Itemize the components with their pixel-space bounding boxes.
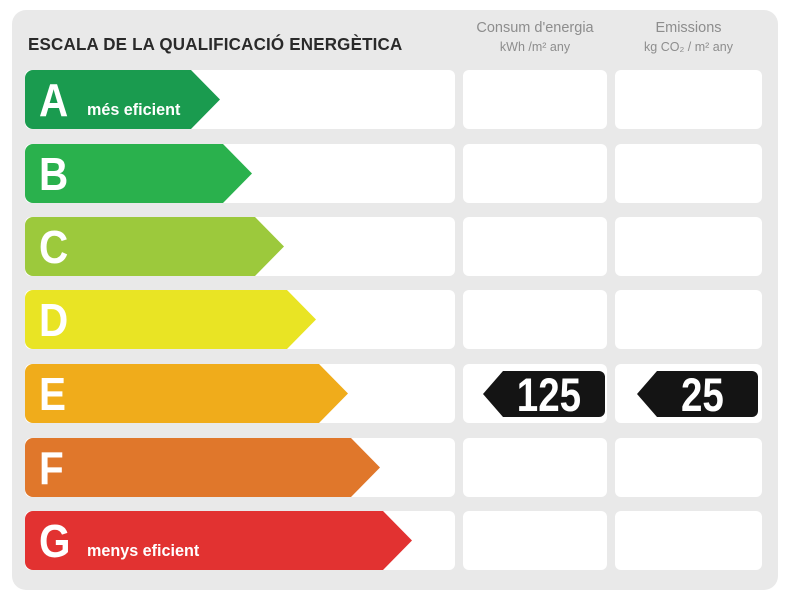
grade-arrow-f: F [25, 438, 380, 497]
rating-row-a: A més eficient [12, 70, 778, 129]
page-title: ESCALA DE LA QUALIFICACIÓ ENERGÈTICA [28, 34, 403, 54]
consumption-cell [463, 70, 607, 129]
grade-arrow-b: B [25, 144, 252, 203]
grade-arrow-g: G menys eficient [25, 511, 412, 570]
emissions-cell [615, 217, 762, 276]
rating-row-f: F [12, 438, 778, 497]
grade-letter: G [39, 515, 71, 567]
rating-row-c: C [12, 217, 778, 276]
emissions-value: 25 [680, 368, 724, 421]
grade-letter: F [39, 442, 64, 494]
consumption-cell [463, 144, 607, 203]
consumption-cell [463, 438, 607, 497]
grade-letter: E [39, 368, 67, 420]
emissions-cell [615, 511, 762, 570]
efficiency-note-most: més eficient [87, 100, 181, 119]
emissions-column-label: Emissions [655, 20, 722, 36]
emissions-column-header: Emissions kg CO₂ / m² any [615, 20, 762, 54]
grade-letter: C [39, 221, 69, 273]
emissions-cell [615, 144, 762, 203]
energy-rating-panel: ESCALA DE LA QUALIFICACIÓ ENERGÈTICA Con… [12, 10, 778, 590]
emissions-cell [615, 438, 762, 497]
rating-row-b: B [12, 144, 778, 203]
grade-letter: A [39, 74, 69, 126]
consumption-cell [463, 217, 607, 276]
rating-row-g: G menys eficient [12, 511, 778, 570]
emissions-cell [615, 290, 762, 349]
consumption-column-unit: kWh /m² any [499, 40, 571, 54]
consumption-cell [463, 511, 607, 570]
rating-row-d: D [12, 290, 778, 349]
grade-arrow-c: C [25, 217, 284, 276]
consumption-value: 125 [516, 368, 582, 421]
consumption-cell [463, 290, 607, 349]
rating-row-e: E 125 25 [12, 364, 778, 423]
consumption-cell-rated: 125 [463, 364, 607, 423]
consumption-column-label: Consum d'energia [476, 20, 594, 36]
grade-arrow-e: E [25, 364, 348, 423]
emissions-cell-rated: 25 [615, 364, 762, 423]
efficiency-note-least: menys eficient [87, 541, 200, 560]
emissions-cell [615, 70, 762, 129]
emissions-column-unit: kg CO₂ / m² any [644, 40, 733, 54]
grade-letter: D [39, 294, 69, 346]
consumption-column-header: Consum d'energia kWh /m² any [463, 20, 607, 54]
grade-letter: B [39, 148, 69, 200]
grade-arrow-d: D [25, 290, 316, 349]
emissions-value-badge: 25 [637, 371, 758, 417]
consumption-value-badge: 125 [483, 371, 605, 417]
grade-arrow-a: A més eficient [25, 70, 220, 129]
